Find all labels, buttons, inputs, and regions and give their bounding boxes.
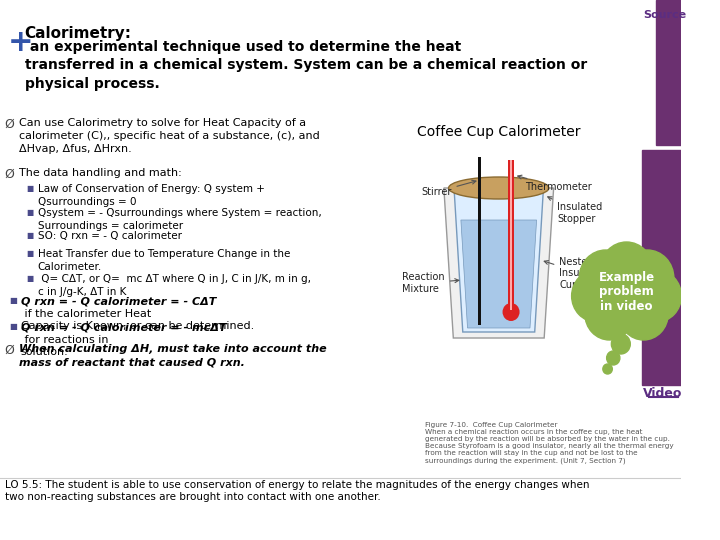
- Circle shape: [585, 288, 634, 340]
- Text: ■: ■: [27, 231, 34, 240]
- Text: Can use Calorimetry to solve for Heat Capacity of a
calorimeter (C),, specific h: Can use Calorimetry to solve for Heat Ca…: [19, 118, 320, 154]
- Circle shape: [621, 250, 674, 306]
- Text: Heat Transfer due to Temperature Change in the
Calorimeter.: Heat Transfer due to Temperature Change …: [38, 249, 290, 272]
- Text: Stirrer: Stirrer: [421, 180, 476, 197]
- Text: Video: Video: [643, 387, 682, 400]
- Text: ■: ■: [27, 208, 34, 217]
- Text: Q= CΔT, or Q=  mc ΔT where Q in J, C in J/K, m in g,
c in J/g-K, ΔT in K: Q= CΔT, or Q= mc ΔT where Q in J, C in J…: [38, 274, 311, 297]
- Text: for reactions in
solution.: for reactions in solution.: [21, 335, 108, 356]
- Text: Insulated
Stopper: Insulated Stopper: [548, 197, 603, 224]
- Circle shape: [572, 270, 621, 322]
- Text: if the calorimeter Heat
Capacity is Known, or can be determined.: if the calorimeter Heat Capacity is Know…: [21, 309, 254, 330]
- Text: Example
problem
in video: Example problem in video: [598, 271, 654, 314]
- Text: ■: ■: [27, 249, 34, 258]
- Text: Q rxn = - Q calorimeter = - mcΔT: Q rxn = - Q calorimeter = - mcΔT: [21, 322, 226, 332]
- Text: Figure 7-10.  Coffee Cup Calorimeter
When a chemical reaction occurs in the coff: Figure 7-10. Coffee Cup Calorimeter When…: [425, 422, 673, 463]
- Bar: [508, 160, 514, 312]
- Ellipse shape: [449, 177, 549, 199]
- Text: ■: ■: [27, 184, 34, 193]
- Text: Nested
Insulated
Cups: Nested Insulated Cups: [544, 257, 605, 290]
- Circle shape: [607, 351, 620, 365]
- Text: Calorimetry:: Calorimetry:: [24, 26, 132, 41]
- Text: LO 5.5: The student is able to use conservation of energy to relate the magnitud: LO 5.5: The student is able to use conse…: [5, 480, 589, 502]
- Text: Ø: Ø: [5, 344, 14, 357]
- Text: Thermometer: Thermometer: [518, 175, 592, 192]
- Bar: [642, 150, 681, 385]
- Text: Ø: Ø: [5, 118, 14, 131]
- Text: Q rxn = - Q calorimeter = - CΔT: Q rxn = - Q calorimeter = - CΔT: [21, 296, 216, 306]
- Bar: [510, 160, 513, 310]
- Text: Qsystem = - Qsurroundings where System = reaction,
Surroundings = calorimeter: Qsystem = - Qsurroundings where System =…: [38, 208, 322, 231]
- Polygon shape: [444, 188, 554, 338]
- Text: SO: Q rxn = - Q calorimeter: SO: Q rxn = - Q calorimeter: [38, 231, 182, 241]
- Circle shape: [619, 288, 668, 340]
- Circle shape: [632, 270, 681, 322]
- Bar: [656, 0, 681, 145]
- Text: ■: ■: [9, 322, 17, 331]
- Text: When calculating ΔH, must take into account the
mass of reactant that caused Q r: When calculating ΔH, must take into acco…: [19, 344, 327, 367]
- Text: ■: ■: [9, 296, 17, 305]
- Text: +: +: [8, 28, 33, 57]
- Circle shape: [579, 250, 632, 306]
- Text: Reaction
Mixture: Reaction Mixture: [402, 272, 459, 294]
- Circle shape: [503, 303, 520, 321]
- Circle shape: [589, 252, 665, 332]
- Text: an experimental technique used to determine the heat
transferred in a chemical s: an experimental technique used to determ…: [24, 40, 587, 91]
- Bar: [478, 157, 481, 325]
- Circle shape: [611, 334, 630, 354]
- Text: Source: Source: [644, 10, 687, 20]
- Text: The data handling and math:: The data handling and math:: [19, 168, 181, 178]
- Circle shape: [600, 242, 653, 298]
- Circle shape: [603, 364, 612, 374]
- Polygon shape: [454, 192, 543, 332]
- Polygon shape: [461, 220, 536, 328]
- Text: Ø: Ø: [5, 168, 14, 181]
- Text: Law of Conservation of Energy: Q system +
Qsurroundings = 0: Law of Conservation of Energy: Q system …: [38, 184, 265, 207]
- Text: Coffee Cup Calorimeter: Coffee Cup Calorimeter: [417, 125, 580, 139]
- Text: ■: ■: [27, 274, 34, 283]
